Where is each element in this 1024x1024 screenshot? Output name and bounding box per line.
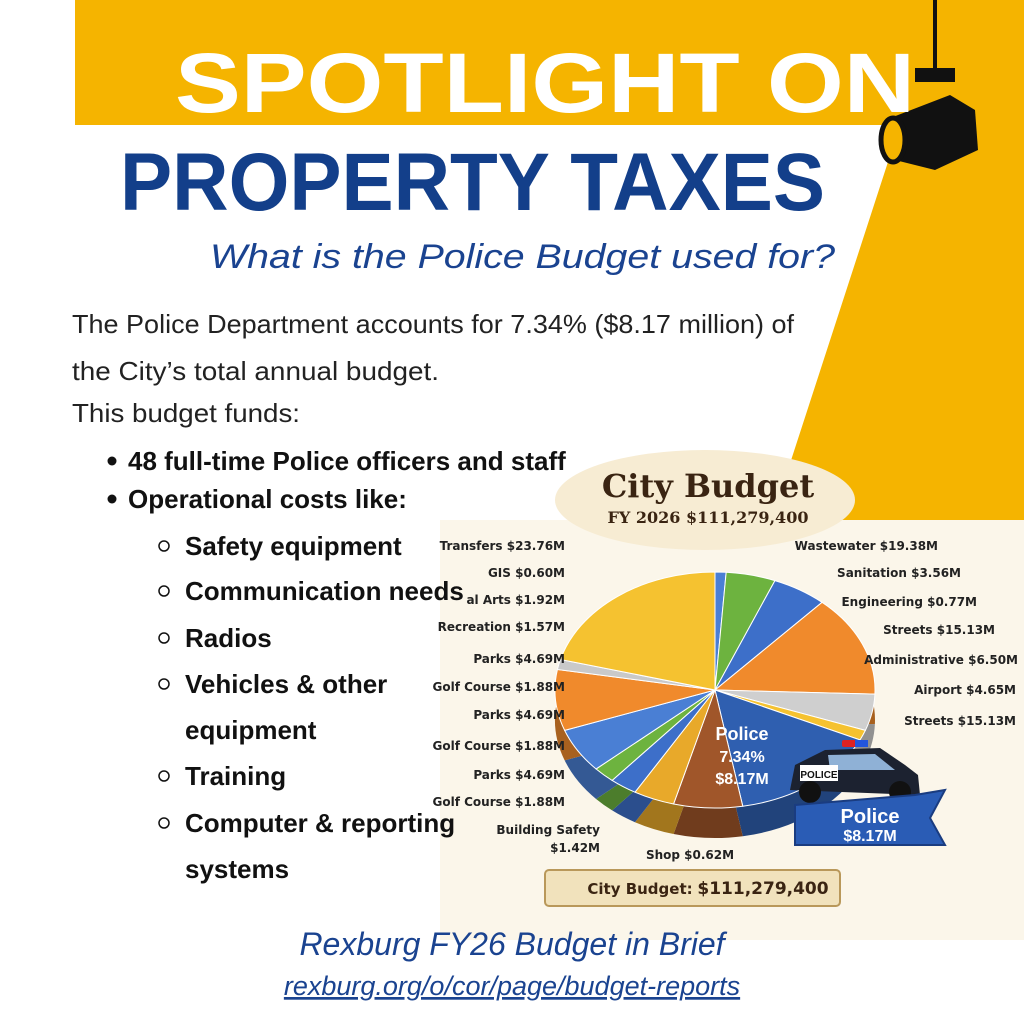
budget-label: Golf Course $1.88M — [433, 739, 565, 753]
yellow-background — [75, 0, 1024, 525]
pie-illustration — [554, 571, 876, 839]
budget-label: Streets $15.13M — [883, 623, 995, 637]
car-label: POLICE — [800, 770, 838, 781]
sub-bullet-ring — [158, 540, 170, 552]
sub-bullet-ring — [158, 770, 170, 782]
budget-label: GIS $0.60M — [488, 566, 565, 580]
budget-label: Golf Course $1.88M — [433, 680, 565, 694]
sub-bullet: Training — [185, 761, 286, 791]
sub-bullet: equipment — [185, 715, 317, 745]
footer-title: Rexburg FY26 Budget in Brief — [299, 926, 727, 962]
budget-label: al Arts $1.92M — [466, 593, 565, 607]
budget-label: Sanitation $3.56M — [837, 566, 961, 580]
sub-bullet: Communication needs — [185, 576, 464, 606]
infographic-title: City Budget — [602, 467, 815, 505]
pie-slice — [713, 601, 876, 695]
budget-label: Building Safety — [496, 823, 600, 837]
infographic-subtitle: FY 2026 $111,279,400 — [608, 508, 809, 527]
budget-label: Engineering $0.77M — [841, 595, 977, 609]
bullet: 48 full-time Police officers and staff — [128, 446, 566, 476]
budget-label: Parks $4.69M — [473, 652, 565, 666]
total-label: City Budget: — [587, 880, 692, 898]
budget-label: Parks $4.69M — [473, 768, 565, 782]
sub-bullet: Radios — [185, 623, 272, 653]
intro: This budget funds: — [72, 398, 300, 428]
footer-link[interactable]: rexburg.org/o/cor/page/budget-reports — [284, 971, 740, 1001]
budget-label: Administrative $6.50M — [864, 653, 1018, 667]
kicker: SPOTLIGHT ON — [175, 36, 915, 130]
budget-label: $1.42M — [550, 841, 600, 855]
question: What is the Police Budget used for? — [210, 238, 835, 276]
budget-label: Wastewater $19.38M — [795, 539, 938, 553]
budget-label: Airport $4.65M — [914, 683, 1016, 697]
pie-slice — [559, 571, 716, 691]
title: PROPERTY TAXES — [120, 137, 825, 228]
paragraph-line: The Police Department accounts for 7.34%… — [72, 309, 795, 339]
budget-label: Golf Course $1.88M — [433, 795, 565, 809]
sub-bullet: Safety equipment — [185, 531, 402, 561]
budget-label: Streets $15.13M — [904, 714, 1016, 728]
police-slice-label: 7.34% — [719, 749, 764, 766]
infographic-title-glow — [555, 450, 855, 550]
sub-bullet: Vehicles & other — [185, 669, 387, 699]
total-value: $111,279,400 — [697, 879, 828, 899]
badge-value: $8.17M — [843, 828, 896, 845]
police-badge — [794, 788, 947, 846]
budget-label: Transfers $23.76M — [440, 539, 565, 553]
sub-bullet-ring — [158, 632, 170, 644]
sub-bullet: systems — [185, 854, 289, 884]
spotlight-icon — [878, 0, 978, 170]
sub-bullet-ring — [158, 585, 170, 597]
budget-label: Parks $4.69M — [473, 708, 565, 722]
sub-bullet: Computer & reporting — [185, 808, 455, 838]
budget-label: Recreation $1.57M — [438, 620, 565, 634]
badge-label: Police — [841, 806, 900, 828]
total-plaque — [544, 869, 841, 907]
police-slice-label: Police — [715, 724, 768, 744]
bullet-dot — [107, 456, 117, 466]
bullet: Operational costs like: — [128, 484, 407, 514]
sub-bullet-ring — [158, 817, 170, 829]
police-slice-label: $8.17M — [715, 771, 768, 788]
bullet-dot — [107, 494, 117, 504]
police-car: POLICE — [790, 740, 920, 803]
sub-bullet-ring — [158, 678, 170, 690]
budget-label: Shop $0.62M — [646, 848, 734, 862]
paragraph-line: the City’s total annual budget. — [72, 356, 439, 386]
